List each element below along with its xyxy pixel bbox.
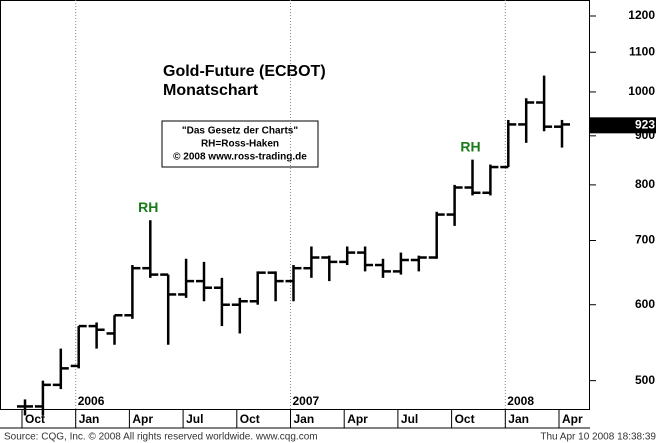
y-tick-label: 1100	[629, 44, 655, 58]
source: Source: CQG, Inc. © 2008 All rights rese…	[4, 432, 318, 443]
y-tick-label: 800	[635, 177, 655, 191]
x-tick-label: Oct	[240, 412, 260, 426]
info-line: RH=Ross-Haken	[201, 139, 279, 150]
x-tick-label: Jul	[401, 412, 418, 426]
chart-subtitle: Monatschart	[163, 82, 259, 99]
x-tick-label: Jan	[508, 412, 529, 426]
timestamp: Thu Apr 10 2008 18:38:39	[540, 432, 656, 443]
x-tick-label: Apr	[347, 412, 368, 426]
y-tick-label: 700	[635, 233, 655, 247]
x-tick-label: Apr	[562, 412, 583, 426]
year-label: 2007	[293, 394, 320, 408]
annotation: RH	[460, 138, 480, 154]
x-tick-label: Oct	[25, 412, 45, 426]
year-label: 2006	[78, 394, 105, 408]
last-price-box	[590, 117, 656, 134]
x-tick-label: Jan	[294, 412, 315, 426]
info-line: "Das Gesetz der Charts"	[182, 126, 298, 137]
chart-title: Gold-Future (ECBOT)	[163, 63, 326, 80]
x-tick-label: Apr	[132, 412, 153, 426]
annotation: RH	[138, 199, 158, 215]
y-tick-label: 1200	[628, 8, 655, 22]
info-line: © 2008 www.ross-trading.de	[173, 152, 307, 163]
last-price-label: 923	[635, 117, 655, 131]
x-tick-label: Oct	[455, 412, 475, 426]
y-tick-label: 600	[635, 297, 655, 311]
x-tick-label: Jul	[186, 412, 203, 426]
y-tick-label: 1000	[628, 84, 655, 98]
y-tick-label: 500	[635, 373, 655, 387]
info-box	[161, 120, 319, 168]
x-tick-label: Jan	[79, 412, 100, 426]
year-label: 2008	[507, 394, 534, 408]
plot-frame	[0, 0, 590, 410]
